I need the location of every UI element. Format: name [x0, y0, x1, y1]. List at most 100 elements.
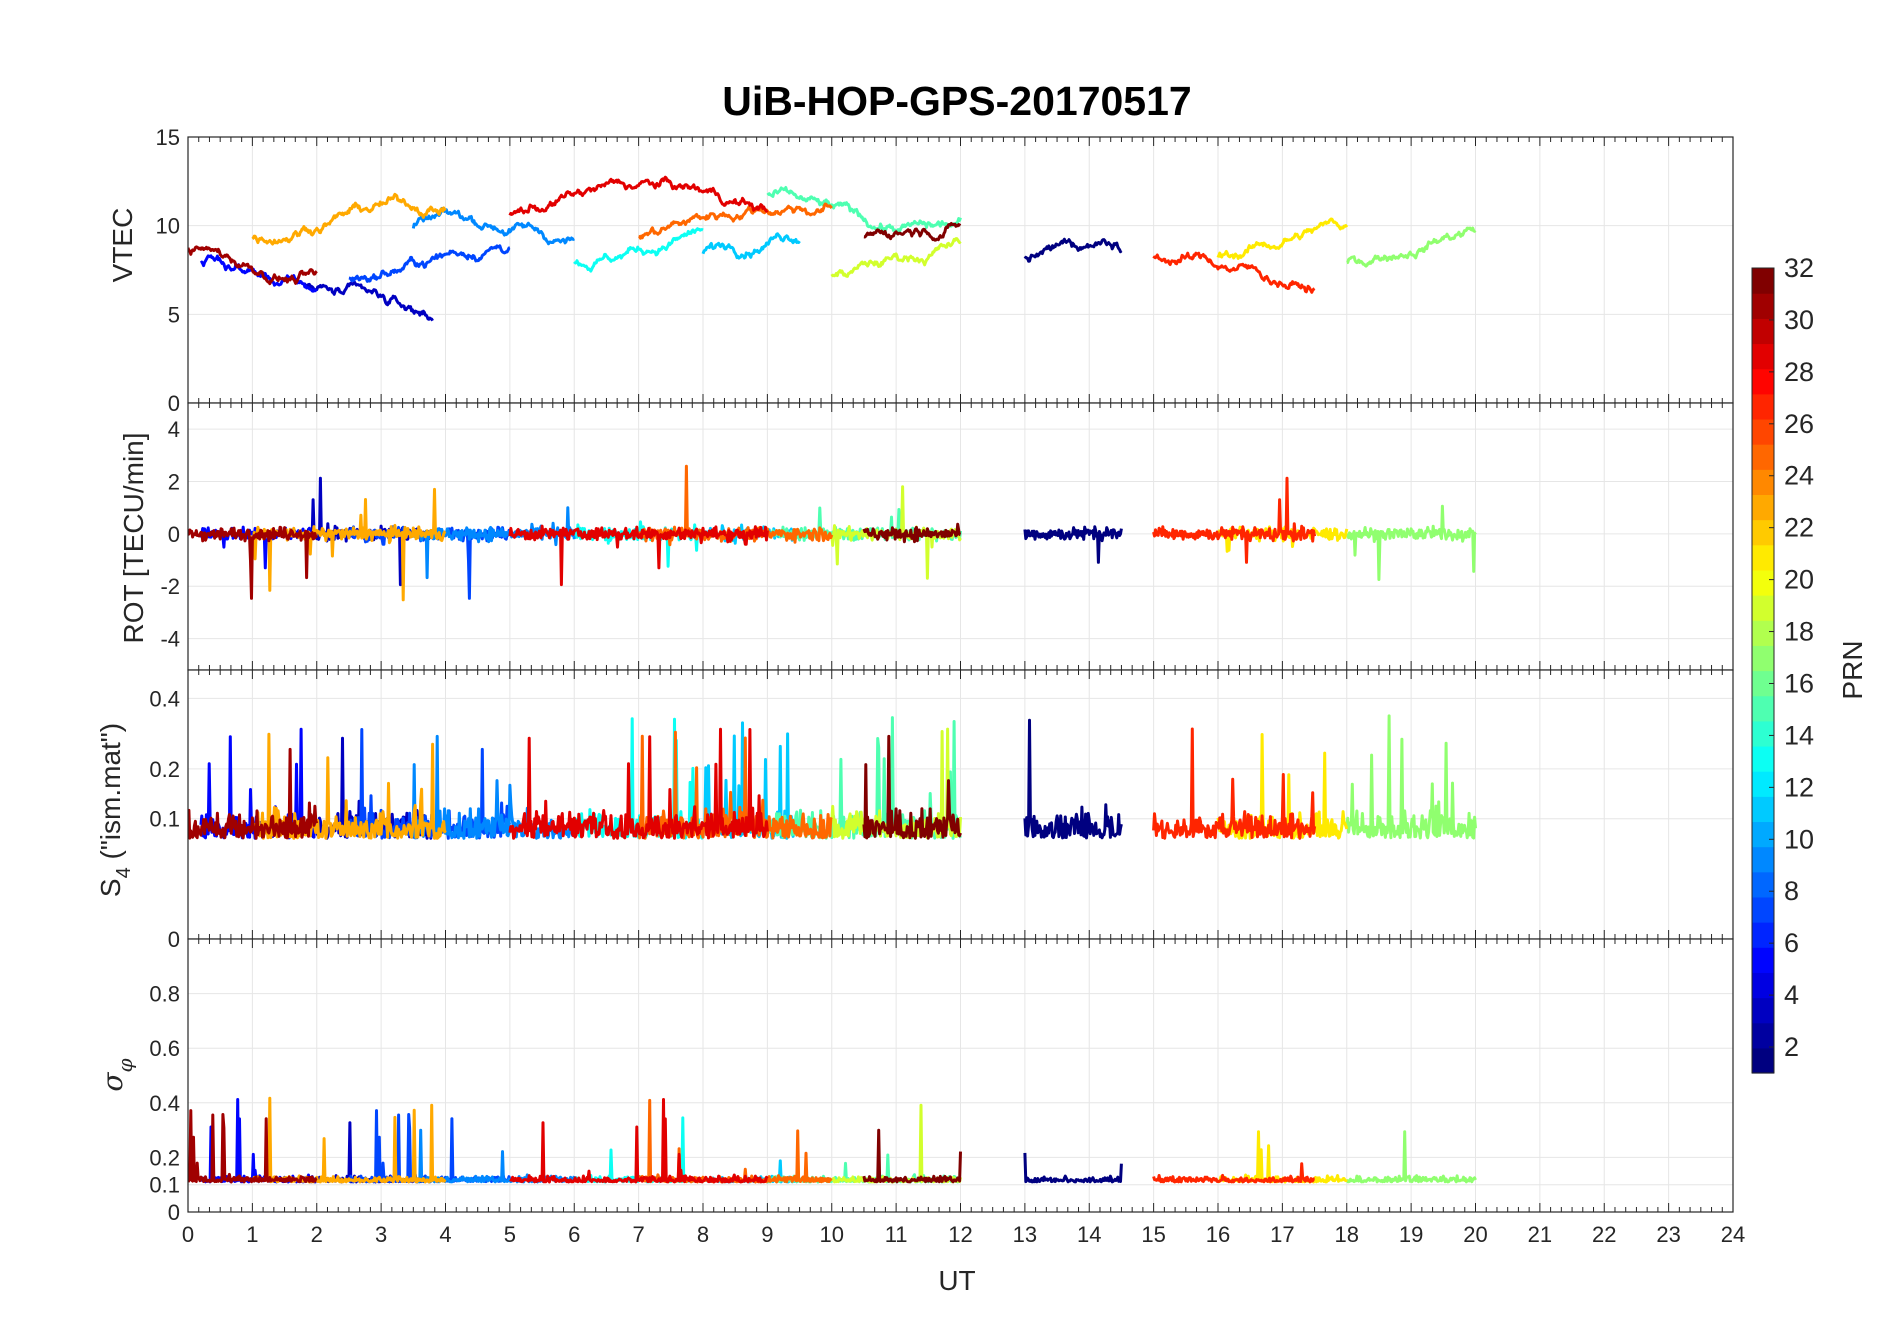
x-tick-label: 11	[885, 1222, 908, 1247]
series-prn-17-s4	[1345, 714, 1477, 840]
colorbar-segment	[1752, 896, 1774, 923]
series-prn-7-vtec	[348, 244, 511, 283]
colorbar-label: PRN	[1837, 640, 1868, 699]
series-prn-1-rot	[1023, 525, 1123, 564]
sigma-axis-label-main: σ	[96, 1072, 129, 1092]
series-prn-29-rot	[508, 524, 769, 587]
colorbar-segment	[1752, 620, 1774, 646]
colorbar-segment	[1752, 1022, 1774, 1049]
series-prn-31-s4	[188, 747, 319, 840]
series-prn-17-sigma	[1345, 1130, 1477, 1184]
vtec-axis-label: VTEC	[107, 208, 138, 283]
x-tick-label: 8	[697, 1222, 709, 1247]
series-prn-31-sigma	[188, 1109, 318, 1184]
panel-s4-ytick-label: 0.2	[149, 757, 180, 782]
chart-title: UiB-HOP-GPS-20170517	[722, 78, 1191, 124]
series-prn-31-rot	[188, 525, 318, 600]
x-tick-label: 9	[761, 1222, 773, 1247]
series-prn-17-rot	[1345, 504, 1477, 581]
series-prn-17-vtec	[1346, 226, 1477, 268]
panel-vtec-ytick-label: 5	[168, 302, 180, 327]
panel-rot-ytick-label: 0	[168, 522, 180, 547]
panel-s4-ytick-label: 0.1	[149, 807, 180, 832]
colorbar-segment	[1752, 846, 1774, 873]
x-tick-label: 5	[504, 1222, 516, 1247]
colorbar-segment	[1752, 343, 1774, 370]
colorbar-tick-label: 16	[1784, 668, 1814, 698]
colorbar-segment	[1752, 595, 1774, 621]
colorbar-segment	[1752, 771, 1774, 797]
series-prn-19-vtec	[830, 237, 962, 278]
panel-rot-ytick-label: 4	[168, 417, 180, 442]
x-tick-label: 20	[1463, 1222, 1487, 1247]
s4-axis-label-sub: 4	[113, 867, 135, 878]
x-tick-label: 19	[1399, 1222, 1423, 1247]
series-prn-11-vtec	[701, 232, 801, 260]
panel-sigma-series	[188, 1096, 1477, 1184]
colorbar-segment	[1752, 745, 1774, 772]
colorbar-segment	[1752, 821, 1774, 848]
colorbar-tick-label: 18	[1784, 617, 1814, 647]
s4-axis-label-rest: ("ism.mat")	[95, 723, 126, 867]
colorbar-segment	[1752, 444, 1774, 470]
panel-rot-ytick-label: -4	[160, 627, 180, 652]
x-tick-label: 22	[1592, 1222, 1616, 1247]
colorbar-segment	[1752, 469, 1774, 496]
x-tick-label: 13	[1013, 1222, 1037, 1247]
sigma-axis-label-sub: φ	[113, 1058, 137, 1072]
series-prn-13-vtec	[573, 227, 704, 273]
colorbar-tick-label: 6	[1784, 928, 1799, 958]
x-tick-label: 1	[246, 1222, 258, 1247]
colorbar-segment	[1752, 318, 1774, 345]
x-tick-label: 10	[820, 1222, 844, 1247]
series-prn-27-sigma	[1152, 1162, 1316, 1184]
series-prn-29-sigma	[509, 1098, 769, 1184]
colorbar-tick-label: 2	[1784, 1032, 1799, 1062]
x-tick-label: 3	[375, 1222, 387, 1247]
panel-rot-ytick-label: 2	[168, 470, 180, 495]
colorbar-segment	[1752, 268, 1774, 294]
series-prn-32-rot	[862, 522, 962, 544]
series-prn-23-vtec	[251, 192, 447, 246]
series-prn-27-s4	[1152, 727, 1317, 840]
colorbar-tick-label: 30	[1784, 305, 1814, 335]
x-axis-label: UT	[938, 1265, 975, 1296]
x-tick-label: 7	[633, 1222, 645, 1247]
colorbar-tick-label: 28	[1784, 357, 1814, 387]
series-prn-1-s4	[1023, 718, 1123, 840]
panel-vtec-ytick-label: 15	[156, 125, 180, 150]
sigma-axis-label: σφ	[96, 1058, 137, 1091]
colorbar-segment	[1752, 569, 1774, 596]
series-prn-32-s4	[862, 734, 962, 840]
panel-rot-ytick-label: -2	[160, 574, 180, 599]
colorbar-tick-label: 26	[1784, 409, 1814, 439]
x-tick-label: 21	[1528, 1222, 1552, 1247]
x-tick-label: 4	[439, 1222, 451, 1247]
panel-vtec-ytick-label: 0	[168, 391, 180, 416]
x-tick-label: 18	[1335, 1222, 1359, 1247]
colorbar-segment	[1752, 796, 1774, 823]
x-tick-label: 24	[1721, 1222, 1745, 1247]
panel-sigma-ytick-label: 0.6	[149, 1036, 180, 1061]
colorbar-tick-label: 4	[1784, 980, 1799, 1010]
series-prn-27-vtec	[1152, 251, 1316, 294]
x-tick-label: 2	[311, 1222, 323, 1247]
panels: 051015-4-202400.10.20.400.10.20.40.60.80…	[149, 125, 1745, 1247]
panel-vtec-series	[188, 175, 1477, 322]
colorbar-segment	[1752, 418, 1774, 445]
series-prn-25-vtec	[638, 202, 833, 240]
colorbar-tick-label: 8	[1784, 876, 1799, 906]
x-tick-label: 14	[1077, 1222, 1101, 1247]
colorbar-segment	[1752, 720, 1774, 747]
panel-vtec-ytick-label: 10	[156, 214, 180, 239]
x-tick-label: 6	[568, 1222, 580, 1247]
series-prn-23-s4	[251, 732, 447, 840]
colorbar-segment	[1752, 871, 1774, 898]
colorbar-segment	[1752, 972, 1774, 999]
colorbar-segment	[1752, 695, 1774, 722]
colorbar-tick-label: 12	[1784, 772, 1814, 802]
colorbar-segment	[1752, 368, 1774, 395]
series-prn-21-vtec	[1216, 217, 1349, 260]
panel-s4-series	[188, 714, 1477, 840]
